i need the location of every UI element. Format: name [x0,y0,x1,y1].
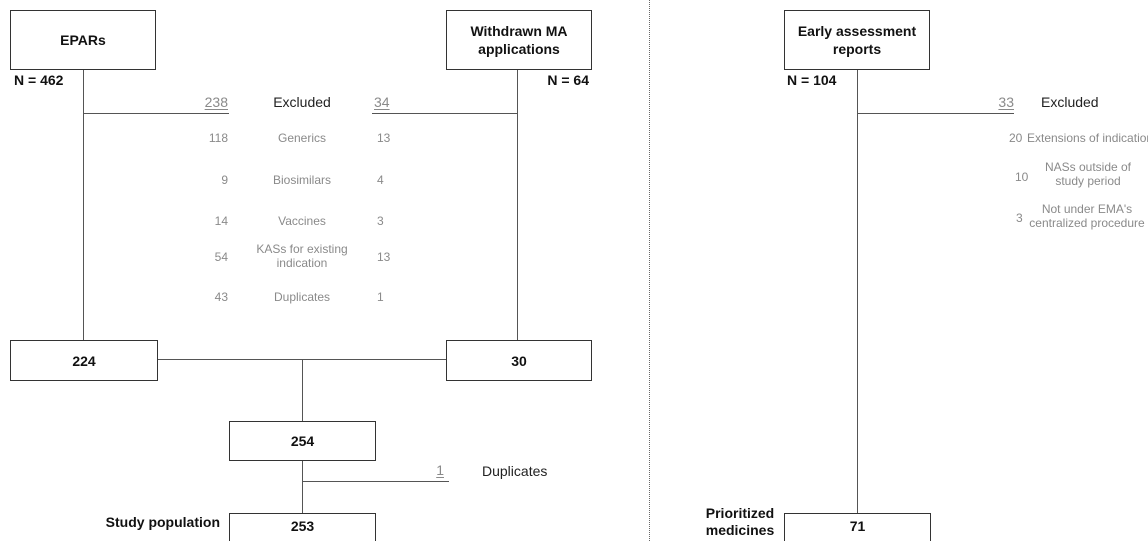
prioritized-label: Prioritized medicines [705,505,775,538]
withdrawn-remaining-box: 30 [446,340,592,381]
study-population-value: 253 [290,518,315,534]
epars-remaining-box: 224 [10,340,158,381]
early-excluded-header: Excluded [1041,94,1099,110]
early-exclusion-label: Extensions of indication [1027,131,1148,145]
exclusion-epars-count: 118 [208,131,228,145]
exclusion-withdrawn-count: 1 [377,290,384,304]
withdrawn-box: Withdrawn MA applications [446,10,592,70]
early-exclusion-count: 10 [1015,170,1029,184]
early-exclusion-line [857,113,1014,114]
withdrawn-n: N = 64 [547,72,589,88]
exclusion-label: Generics [277,131,327,145]
study-population-label: Study population [105,514,220,530]
exclusion-epars-count: 14 [214,214,228,228]
duplicates-label: Duplicates [482,463,548,479]
epars-excluded-total: 238 [204,94,228,110]
epars-n: N = 462 [14,72,64,88]
withdrawn-trunk-line [517,70,518,340]
exclusion-withdrawn-count: 13 [377,131,391,145]
epars-trunk-line [83,70,84,340]
exclusion-label: Duplicates [273,290,331,304]
exclusion-label: KASs for existing indication [256,242,348,270]
duplicates-branch-line [302,481,449,482]
exclusion-withdrawn-count: 13 [377,250,391,264]
excluded-header: Excluded [273,94,331,110]
exclusion-withdrawn-count: 3 [377,214,384,228]
exclusion-epars-count: 43 [214,290,228,304]
combined-value: 254 [290,433,315,449]
prioritized-value: 71 [849,518,866,534]
combined-down-line [302,461,303,513]
early-exclusion-count: 3 [1016,211,1023,225]
withdrawn-remaining-value: 30 [511,352,527,369]
section-divider [649,0,650,541]
exclusion-label: Vaccines [278,214,326,228]
duplicates-count: 1 [436,462,444,478]
exclusion-withdrawn-count: 4 [377,173,384,187]
merge-down-line [302,359,303,421]
study-population-box: 253 [229,513,376,541]
early-exclusion-count: 20 [1009,131,1023,145]
early-exclusion-label: Not under EMA's centralized procedure [1029,202,1145,230]
combined-box: 254 [229,421,376,461]
early-assessment-box: Early assessment reports [784,10,930,70]
prioritized-box: 71 [784,513,931,541]
early-assessment-label: Early assessment reports [797,23,917,57]
early-trunk-line [857,70,858,513]
withdrawn-label: Withdrawn MA applications [470,23,568,57]
early-assessment-n: N = 104 [787,72,837,88]
withdrawn-excluded-total: 34 [374,94,390,110]
early-excluded-total: 33 [998,94,1014,110]
epars-exclusion-line [83,113,229,114]
exclusion-epars-count: 54 [214,250,228,264]
withdrawn-exclusion-line [372,113,517,114]
epars-box: EPARs [10,10,156,70]
exclusion-label: Biosimilars [272,173,331,187]
epars-label: EPARs [60,32,106,48]
epars-remaining-value: 224 [72,352,96,369]
exclusion-epars-count: 9 [221,173,228,187]
early-exclusion-label: NASs outside of study period [1044,160,1132,188]
